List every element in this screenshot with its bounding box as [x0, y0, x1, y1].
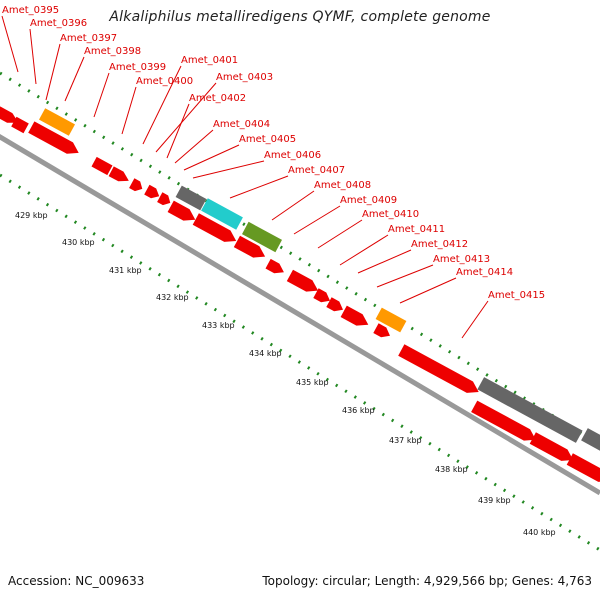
gene-orange-block	[375, 307, 407, 333]
gene-cds-arrow	[233, 235, 266, 258]
gene-label-leader	[93, 72, 110, 118]
gene-label-leader	[142, 65, 182, 145]
gene-label-leader	[174, 129, 214, 164]
gene-gray-block	[477, 377, 583, 443]
gene-label: Amet_0405	[239, 134, 296, 145]
gene-label-leader	[357, 249, 412, 274]
gene-cds-arrow	[28, 121, 79, 154]
kbp-scale-label: 432 kbp	[156, 293, 189, 302]
inner-tick-row	[0, 173, 600, 552]
kbp-scale-label: 430 kbp	[62, 238, 95, 247]
gene-label: Amet_0406	[264, 150, 321, 161]
gene-label-leader	[192, 160, 265, 179]
gene-cds-arrow	[129, 178, 143, 192]
gene-label-leader	[64, 56, 85, 102]
gene-cds-arrow	[471, 400, 536, 441]
gene-label: Amet_0411	[388, 224, 445, 235]
gene-cds-arrow	[286, 269, 319, 292]
gene-label: Amet_0414	[456, 267, 513, 278]
gene-label: Amet_0415	[488, 290, 545, 301]
genome-backbone	[0, 134, 600, 496]
gene-cds-arrow	[398, 344, 479, 393]
gene-gray-block	[581, 428, 600, 451]
gene-label-leader	[1, 15, 19, 73]
gene-label-leader	[339, 234, 389, 266]
gene-cds-arrow	[566, 453, 600, 482]
gene-label: Amet_0407	[288, 165, 345, 176]
gene-label: Amet_0402	[189, 93, 246, 104]
gene-label-leader	[461, 300, 489, 339]
gene-cds-block	[91, 156, 113, 176]
gene-olive-block	[242, 221, 282, 253]
gene-label: Amet_0397	[60, 33, 117, 44]
kbp-scale-label: 437 kbp	[389, 436, 422, 445]
gene-label-leader	[183, 144, 240, 171]
gene-cds-arrow	[340, 305, 369, 326]
gene-label-leader	[45, 43, 61, 101]
kbp-scale-label: 431 kbp	[109, 266, 142, 275]
gene-label-leader	[317, 219, 363, 249]
gene-label: Amet_0408	[314, 180, 371, 191]
gene-cyan-block	[201, 198, 243, 230]
gene-cds-block	[11, 116, 29, 134]
gene-cds-arrow	[108, 166, 129, 182]
gene-label-leader	[399, 277, 457, 304]
gene-label-leader	[166, 103, 190, 159]
gene-label: Amet_0401	[181, 55, 238, 66]
gene-cds-arrow	[373, 323, 390, 338]
outer-tick-row	[0, 71, 600, 447]
gene-label-leader	[229, 175, 289, 199]
gene-cds-arrow	[326, 297, 343, 312]
gene-cds-arrow	[144, 184, 160, 199]
gene-label: Amet_0395	[2, 5, 59, 16]
gene-cds-arrow	[265, 258, 284, 274]
kbp-scale-label: 434 kbp	[249, 349, 282, 358]
kbp-scale-label: 436 kbp	[342, 406, 375, 415]
map-title: Alkaliphilus metalliredigens QYMF, compl…	[109, 9, 491, 25]
gene-label: Amet_0396	[30, 18, 87, 29]
gene-cds-arrow	[0, 106, 19, 123]
gene-label: Amet_0399	[109, 62, 166, 73]
accession-text: Accession: NC_009633	[8, 574, 145, 588]
gene-cds-arrow	[167, 200, 196, 221]
gene-label: Amet_0403	[216, 72, 273, 83]
kbp-scale-label: 433 kbp	[202, 321, 235, 330]
gene-label-leader	[155, 82, 217, 153]
gene-cds-arrow	[192, 213, 237, 242]
gene-label: Amet_0409	[340, 195, 397, 206]
gene-label: Amet_0398	[84, 46, 141, 57]
gene-cds-arrow	[313, 288, 330, 303]
gene-label: Amet_0412	[411, 239, 468, 250]
gene-label-leader	[29, 28, 37, 85]
gene-label: Amet_0404	[213, 119, 270, 130]
gene-cds-arrow	[529, 432, 574, 461]
kbp-scale-label: 440 kbp	[523, 528, 556, 537]
kbp-scale-label: 435 kbp	[296, 378, 329, 387]
gene-cds-arrow	[157, 192, 171, 206]
gene-label-leader	[293, 205, 341, 235]
kbp-scale-label: 438 kbp	[435, 465, 468, 474]
gene-label: Amet_0400	[136, 76, 193, 87]
gene-label: Amet_0413	[433, 254, 490, 265]
gene-label: Amet_0410	[362, 209, 419, 220]
kbp-scale-label: 439 kbp	[478, 496, 511, 505]
gene-label-leader	[271, 190, 315, 221]
kbp-scale-label: 429 kbp	[15, 211, 48, 220]
gene-gray-block	[175, 185, 207, 211]
topology-text: Topology: circular; Length: 4,929,566 bp…	[262, 574, 592, 588]
gene-orange-block	[39, 108, 75, 136]
gene-label-leader	[376, 264, 434, 288]
gene-label-leader	[121, 86, 137, 135]
